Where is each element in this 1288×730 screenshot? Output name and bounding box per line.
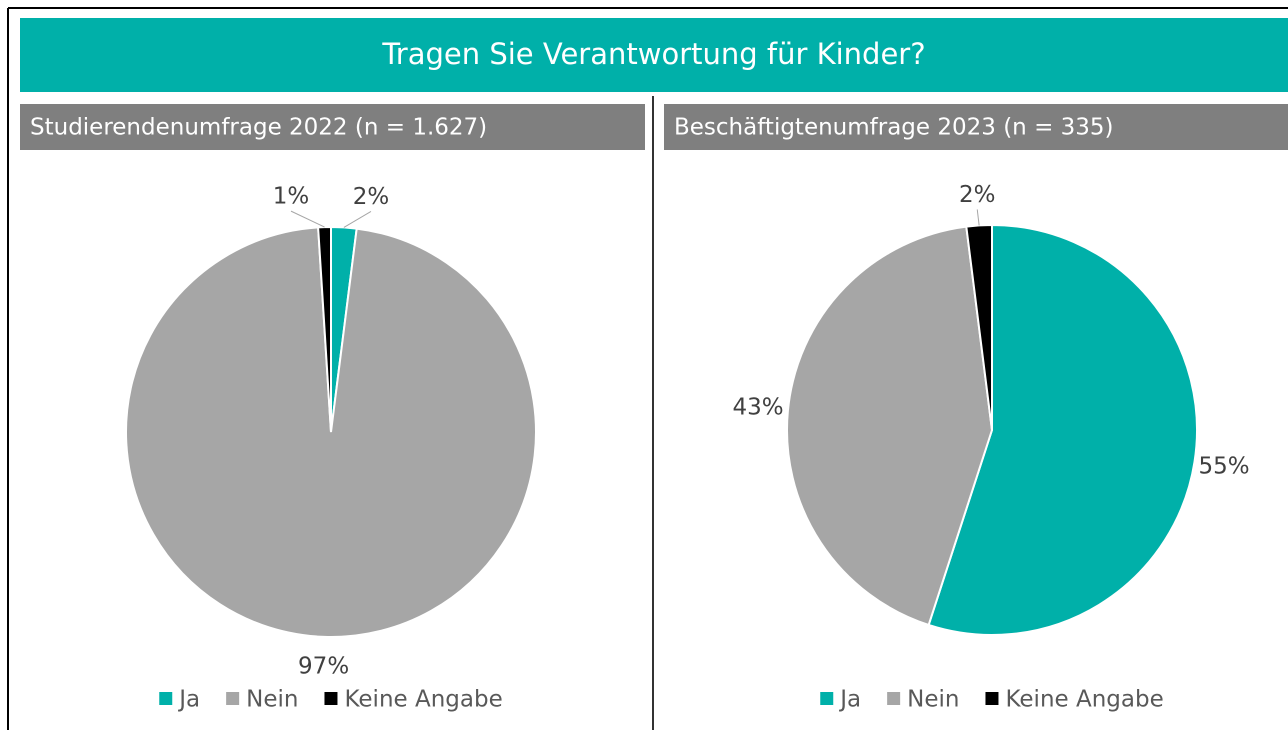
legend-label: Ja [838,687,861,713]
data-label: 43% [732,394,783,420]
legend-label: Keine Angabe [1005,687,1163,713]
leader-line [976,209,980,226]
legend-label: Keine Angabe [344,687,502,713]
chart-title: Beschäftigtenumfrage 2023 (n = 335) [674,115,1114,141]
pie-slice [786,225,994,627]
page-title: Tragen Sie Verantwortung für Kinder? [381,37,925,71]
leader-line [290,210,325,228]
pie-slice [317,225,332,433]
data-label: 55% [1199,453,1250,479]
legend-swatch [324,692,338,705]
legend-swatch [226,692,240,705]
legend-swatch [887,692,901,705]
subtitle-box [664,104,1288,150]
pie-slice [125,226,538,638]
data-label: 97% [298,653,349,679]
header [20,18,1288,92]
pie-slice [927,223,1198,636]
data-label: 2% [353,184,390,210]
legend-label: Nein [907,687,959,713]
legend-label: Nein [246,687,298,713]
legend-swatch [820,692,834,705]
data-label: 2% [959,182,996,208]
leader-line [343,211,372,228]
legend-swatch [159,692,173,705]
subtitle-box [20,104,645,150]
legend-label: Ja [177,687,200,713]
chart-title: Studierendenumfrage 2022 (n = 1.627) [30,115,487,141]
data-label: 1% [273,184,310,210]
legend-swatch [985,692,999,705]
